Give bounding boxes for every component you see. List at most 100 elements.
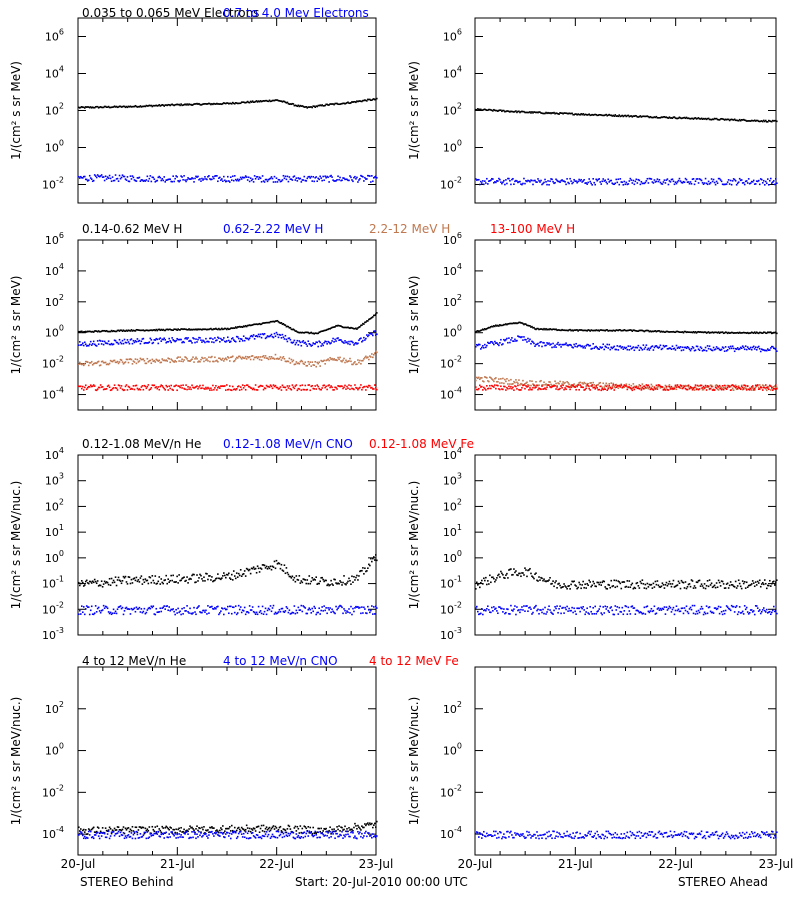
data-point bbox=[150, 362, 153, 365]
data-point bbox=[692, 118, 695, 120]
data-point bbox=[750, 386, 753, 388]
data-point bbox=[187, 582, 189, 584]
data-point bbox=[767, 183, 770, 186]
data-point bbox=[547, 384, 549, 386]
data-point bbox=[210, 178, 212, 181]
data-point bbox=[537, 178, 539, 180]
data-point bbox=[665, 116, 668, 118]
data-point bbox=[104, 605, 107, 608]
data-point bbox=[296, 612, 299, 614]
data-point bbox=[234, 577, 237, 580]
data-point bbox=[277, 336, 280, 339]
data-point bbox=[629, 613, 632, 615]
data-point bbox=[748, 182, 751, 185]
data-point bbox=[482, 380, 484, 382]
data-point bbox=[107, 363, 110, 366]
data-point bbox=[646, 384, 649, 387]
data-point bbox=[716, 182, 719, 185]
data-point bbox=[610, 179, 613, 182]
data-point bbox=[756, 580, 759, 583]
data-point bbox=[308, 363, 311, 365]
data-point bbox=[492, 385, 494, 388]
data-point bbox=[719, 349, 722, 352]
data-point bbox=[729, 581, 732, 583]
data-point bbox=[719, 387, 722, 390]
data-point bbox=[309, 332, 312, 334]
data-point bbox=[523, 605, 525, 607]
data-point bbox=[108, 330, 111, 333]
data-point bbox=[336, 102, 338, 105]
data-point bbox=[634, 180, 637, 183]
data-point bbox=[755, 584, 758, 586]
data-point bbox=[186, 576, 188, 578]
data-point bbox=[259, 384, 262, 387]
data-point bbox=[513, 568, 515, 570]
data-point bbox=[321, 606, 323, 608]
data-point bbox=[592, 114, 594, 116]
data-point bbox=[541, 385, 543, 387]
data-point bbox=[136, 580, 139, 583]
data-point bbox=[475, 345, 477, 348]
data-point bbox=[169, 609, 171, 612]
data-point bbox=[296, 105, 299, 108]
data-point bbox=[353, 362, 355, 364]
data-point bbox=[344, 609, 346, 612]
data-point bbox=[130, 106, 133, 108]
data-point bbox=[301, 384, 304, 386]
data-point bbox=[650, 178, 653, 180]
data-point bbox=[265, 357, 268, 359]
data-point bbox=[200, 358, 202, 361]
data-point bbox=[219, 340, 221, 343]
data-point bbox=[156, 179, 159, 182]
data-point bbox=[723, 384, 726, 387]
data-point bbox=[532, 386, 534, 389]
data-point bbox=[110, 180, 113, 183]
data-point bbox=[617, 178, 620, 181]
data-point bbox=[133, 179, 136, 181]
data-point bbox=[589, 180, 591, 183]
data-point bbox=[771, 581, 774, 583]
data-point bbox=[704, 177, 707, 180]
data-point bbox=[764, 384, 767, 386]
data-point bbox=[673, 386, 676, 389]
data-point bbox=[110, 329, 113, 332]
data-point bbox=[367, 605, 369, 608]
data-point bbox=[660, 182, 663, 185]
data-point bbox=[486, 377, 488, 379]
data-point bbox=[776, 182, 778, 185]
data-point bbox=[233, 327, 236, 329]
data-point bbox=[690, 386, 693, 389]
data-point bbox=[292, 103, 295, 105]
data-point bbox=[607, 583, 610, 586]
data-point bbox=[719, 118, 722, 120]
data-point bbox=[249, 387, 252, 389]
data-point bbox=[624, 385, 627, 387]
data-point bbox=[180, 360, 182, 363]
data-point bbox=[758, 384, 761, 386]
data-point bbox=[581, 345, 583, 347]
data-point bbox=[522, 379, 524, 382]
data-point bbox=[758, 388, 761, 390]
data-point bbox=[240, 575, 243, 578]
data-point bbox=[316, 332, 318, 335]
y-tick-label: 10-2 bbox=[42, 355, 64, 371]
data-point bbox=[236, 178, 239, 181]
data-point bbox=[539, 341, 541, 344]
data-point bbox=[322, 175, 324, 178]
data-point bbox=[254, 323, 257, 326]
data-point bbox=[146, 385, 149, 388]
data-point bbox=[227, 356, 229, 358]
data-point bbox=[537, 111, 539, 114]
data-point bbox=[89, 609, 92, 612]
data-point bbox=[183, 607, 185, 609]
data-point bbox=[695, 581, 698, 583]
data-point bbox=[610, 114, 613, 117]
data-point bbox=[186, 605, 188, 607]
data-point bbox=[475, 607, 477, 609]
data-point bbox=[724, 118, 727, 121]
data-point bbox=[732, 389, 735, 391]
data-point bbox=[510, 322, 512, 325]
data-point bbox=[676, 117, 679, 120]
data-point bbox=[300, 344, 303, 347]
data-point bbox=[530, 342, 532, 345]
